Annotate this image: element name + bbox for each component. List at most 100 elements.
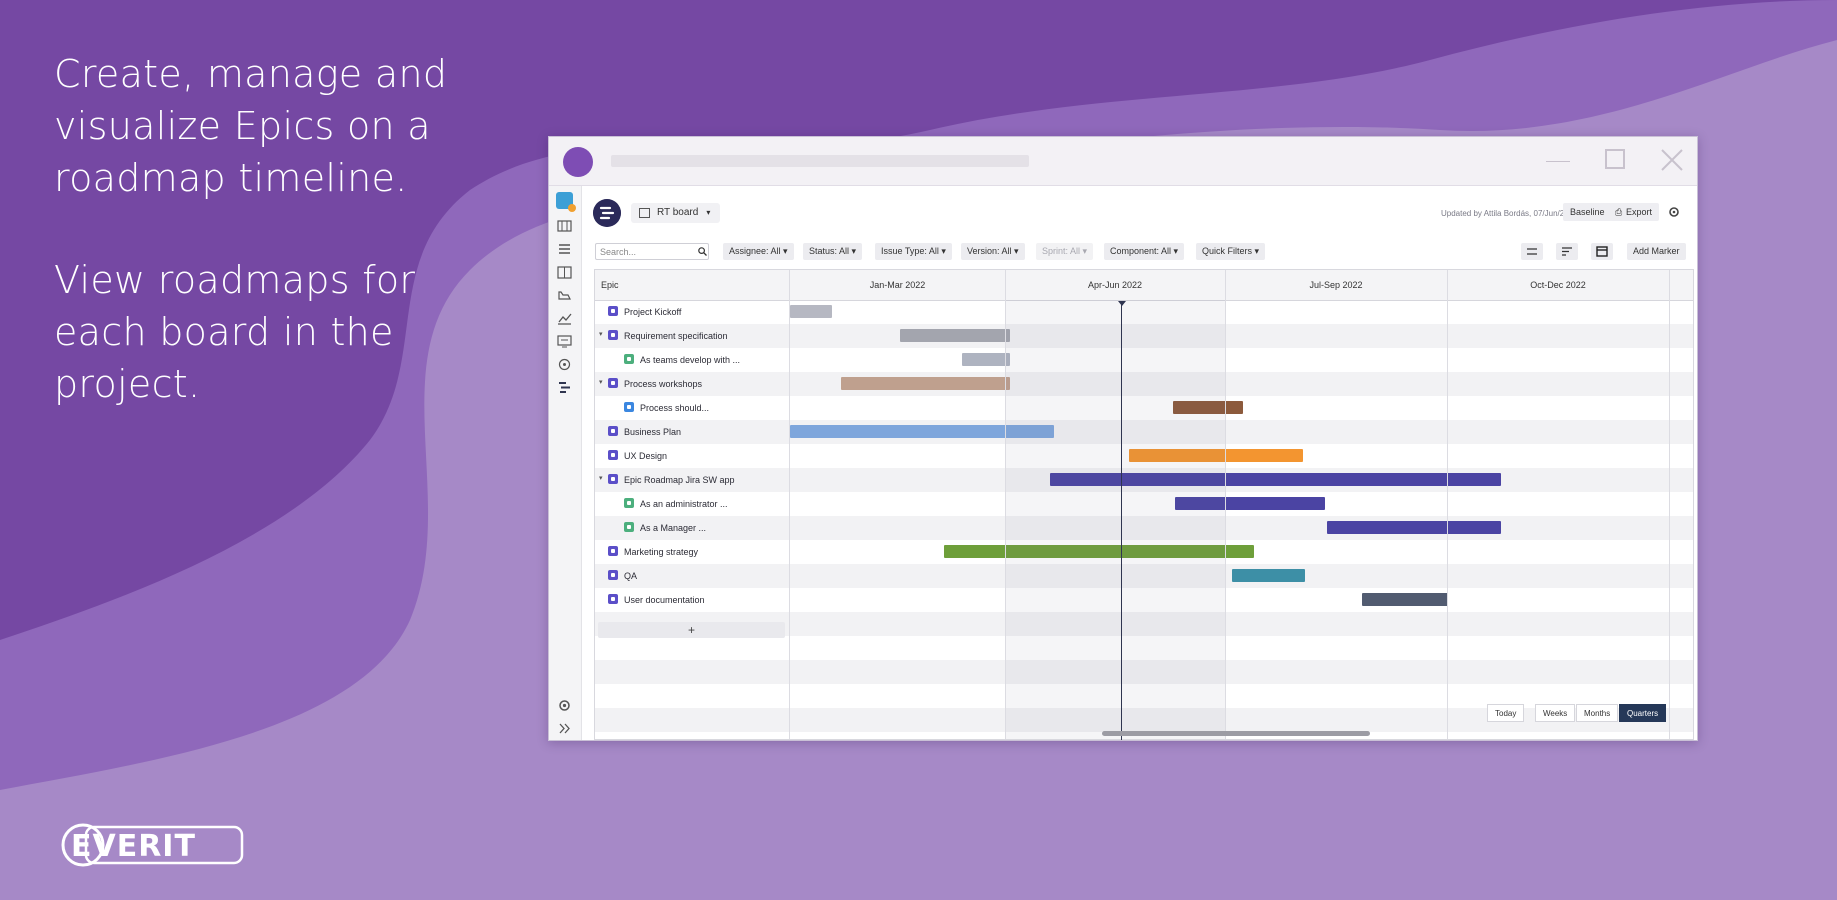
issue-label[interactable]: As an administrator ... bbox=[640, 499, 728, 509]
expand-chevron-icon[interactable]: ▾ bbox=[599, 475, 603, 482]
story-type-icon bbox=[624, 498, 634, 508]
story-type-icon bbox=[624, 354, 634, 364]
app-window: RT board ▾ Updated by Attila Bordás, 07/J… bbox=[548, 136, 1698, 741]
status-filter[interactable]: Status: All ▾ bbox=[803, 243, 863, 260]
reports-icon[interactable] bbox=[557, 311, 572, 326]
empty-row bbox=[595, 660, 1693, 684]
timeline-bar[interactable] bbox=[1049, 473, 1501, 486]
column-divider bbox=[1005, 270, 1006, 739]
issue-label[interactable]: Process workshops bbox=[624, 379, 703, 389]
maximize-icon[interactable] bbox=[1605, 149, 1625, 169]
timeline-bar[interactable] bbox=[790, 425, 1054, 438]
table-row[interactable]: As a Manager ... bbox=[595, 516, 1693, 540]
table-row[interactable]: UX Design bbox=[595, 444, 1693, 468]
table-row[interactable]: As teams develop with ... bbox=[595, 348, 1693, 372]
close-icon[interactable] bbox=[1659, 147, 1685, 173]
issue-label[interactable]: Project Kickoff bbox=[624, 307, 682, 317]
marketing-headline: Create, manage and visualize Epics on a … bbox=[54, 48, 454, 460]
epic-type-icon bbox=[608, 330, 618, 340]
epic-type-icon bbox=[608, 546, 618, 556]
export-button[interactable]: ⎙ Export bbox=[1610, 203, 1660, 221]
table-row[interactable]: Marketing strategy bbox=[595, 540, 1693, 564]
timeline-bar[interactable] bbox=[944, 545, 1255, 558]
backlog-icon[interactable] bbox=[557, 242, 572, 257]
sliders-icon bbox=[1527, 248, 1537, 255]
issue-label[interactable]: Process should... bbox=[640, 403, 710, 413]
today-marker-icon bbox=[1118, 301, 1126, 306]
roadmap-icon[interactable] bbox=[557, 380, 572, 395]
epic-type-icon bbox=[608, 306, 618, 316]
timeline-bar[interactable] bbox=[1175, 497, 1325, 510]
search-input[interactable] bbox=[595, 243, 709, 260]
issue-label[interactable]: Business Plan bbox=[624, 427, 682, 437]
issue-label[interactable]: Marketing strategy bbox=[624, 547, 699, 557]
updated-text: Updated by Attila Bordás, 07/Jun/22 bbox=[1441, 209, 1569, 218]
zoom-quarters-button[interactable]: Quarters bbox=[1619, 704, 1667, 722]
epic-type-icon bbox=[608, 378, 618, 388]
roadmap-grid: Epic Jan-Mar 2022 Apr-Jun 2022 Jul-Sep 2… bbox=[594, 269, 1694, 740]
quarter-header: Jan-Mar 2022 bbox=[869, 280, 926, 290]
releases-icon[interactable] bbox=[557, 288, 572, 303]
gear-icon[interactable] bbox=[1667, 205, 1681, 219]
timeline-bar[interactable] bbox=[840, 377, 1010, 390]
table-row[interactable]: ▾ Requirement specification bbox=[595, 324, 1693, 348]
window-title-placeholder bbox=[611, 155, 1029, 167]
expand-chevron-icon[interactable]: ▾ bbox=[599, 379, 603, 386]
issue-label[interactable]: Requirement specification bbox=[624, 331, 728, 341]
board-icon[interactable] bbox=[557, 218, 572, 233]
timeline-bar[interactable] bbox=[1232, 569, 1305, 582]
board-selector[interactable]: RT board ▾ bbox=[631, 203, 721, 223]
baseline-button[interactable]: Baseline bbox=[1563, 203, 1612, 221]
table-row[interactable]: As an administrator ... bbox=[595, 492, 1693, 516]
expand-sidebar-icon[interactable] bbox=[557, 721, 572, 736]
search-icon bbox=[698, 247, 707, 256]
timeline-bar[interactable] bbox=[1326, 521, 1501, 534]
table-row[interactable]: Business Plan bbox=[595, 420, 1693, 444]
sort-button[interactable] bbox=[1556, 243, 1578, 260]
columns-icon[interactable] bbox=[557, 265, 572, 280]
timeline-bar[interactable] bbox=[1362, 593, 1448, 606]
timeline-bar[interactable] bbox=[790, 305, 832, 318]
horizontal-scrollbar[interactable] bbox=[1102, 731, 1370, 736]
quick-filters[interactable]: Quick Filters ▾ bbox=[1196, 243, 1266, 260]
version-filter[interactable]: Version: All ▾ bbox=[961, 243, 1025, 260]
today-button[interactable]: Today bbox=[1487, 704, 1525, 722]
zoom-weeks-button[interactable]: Weeks bbox=[1535, 704, 1576, 722]
table-row[interactable]: ▾ Process workshops bbox=[595, 372, 1693, 396]
issue-label[interactable]: QA bbox=[624, 571, 638, 581]
minimize-icon[interactable] bbox=[1546, 161, 1570, 162]
issue-label[interactable]: UX Design bbox=[624, 451, 668, 461]
issues-icon[interactable] bbox=[557, 334, 572, 349]
issue-label[interactable]: Epic Roadmap Jira SW app bbox=[624, 475, 735, 485]
timeline-bar[interactable] bbox=[1128, 449, 1303, 462]
board-icon bbox=[639, 208, 650, 218]
table-row[interactable]: ▾ Epic Roadmap Jira SW app bbox=[595, 468, 1693, 492]
expand-chevron-icon[interactable]: ▾ bbox=[599, 331, 603, 338]
add-row-button[interactable]: + bbox=[598, 622, 785, 638]
issue-label[interactable]: User documentation bbox=[624, 595, 705, 605]
table-row[interactable]: QA bbox=[595, 564, 1693, 588]
settings-icon[interactable] bbox=[557, 698, 572, 713]
column-divider bbox=[789, 270, 790, 739]
chevron-down-icon: ▾ bbox=[706, 208, 711, 217]
timeline-bar[interactable] bbox=[961, 353, 1010, 366]
today-line bbox=[1121, 301, 1122, 740]
quarter-shade bbox=[1005, 300, 1225, 739]
calendar-button[interactable] bbox=[1591, 243, 1613, 260]
add-marker-button[interactable]: Add Marker bbox=[1627, 243, 1686, 260]
component-filter[interactable]: Component: All ▾ bbox=[1104, 243, 1185, 260]
table-row[interactable]: User documentation bbox=[595, 588, 1693, 612]
window-avatar bbox=[563, 147, 593, 177]
assignee-filter[interactable]: Assignee: All ▾ bbox=[723, 243, 794, 260]
issue-label[interactable]: As teams develop with ... bbox=[640, 355, 741, 365]
app-icon[interactable] bbox=[556, 192, 576, 212]
timeline-bar[interactable] bbox=[900, 329, 1010, 342]
table-row[interactable]: Project Kickoff bbox=[595, 300, 1693, 324]
issue-type-filter[interactable]: Issue Type: All ▾ bbox=[875, 243, 952, 260]
settings-sliders-button[interactable] bbox=[1521, 243, 1543, 260]
issue-label[interactable]: As a Manager ... bbox=[640, 523, 707, 533]
sprint-filter: Sprint: All ▾ bbox=[1036, 243, 1094, 260]
zoom-months-button[interactable]: Months bbox=[1576, 704, 1619, 722]
components-icon[interactable] bbox=[557, 357, 572, 372]
column-divider bbox=[1447, 270, 1448, 739]
